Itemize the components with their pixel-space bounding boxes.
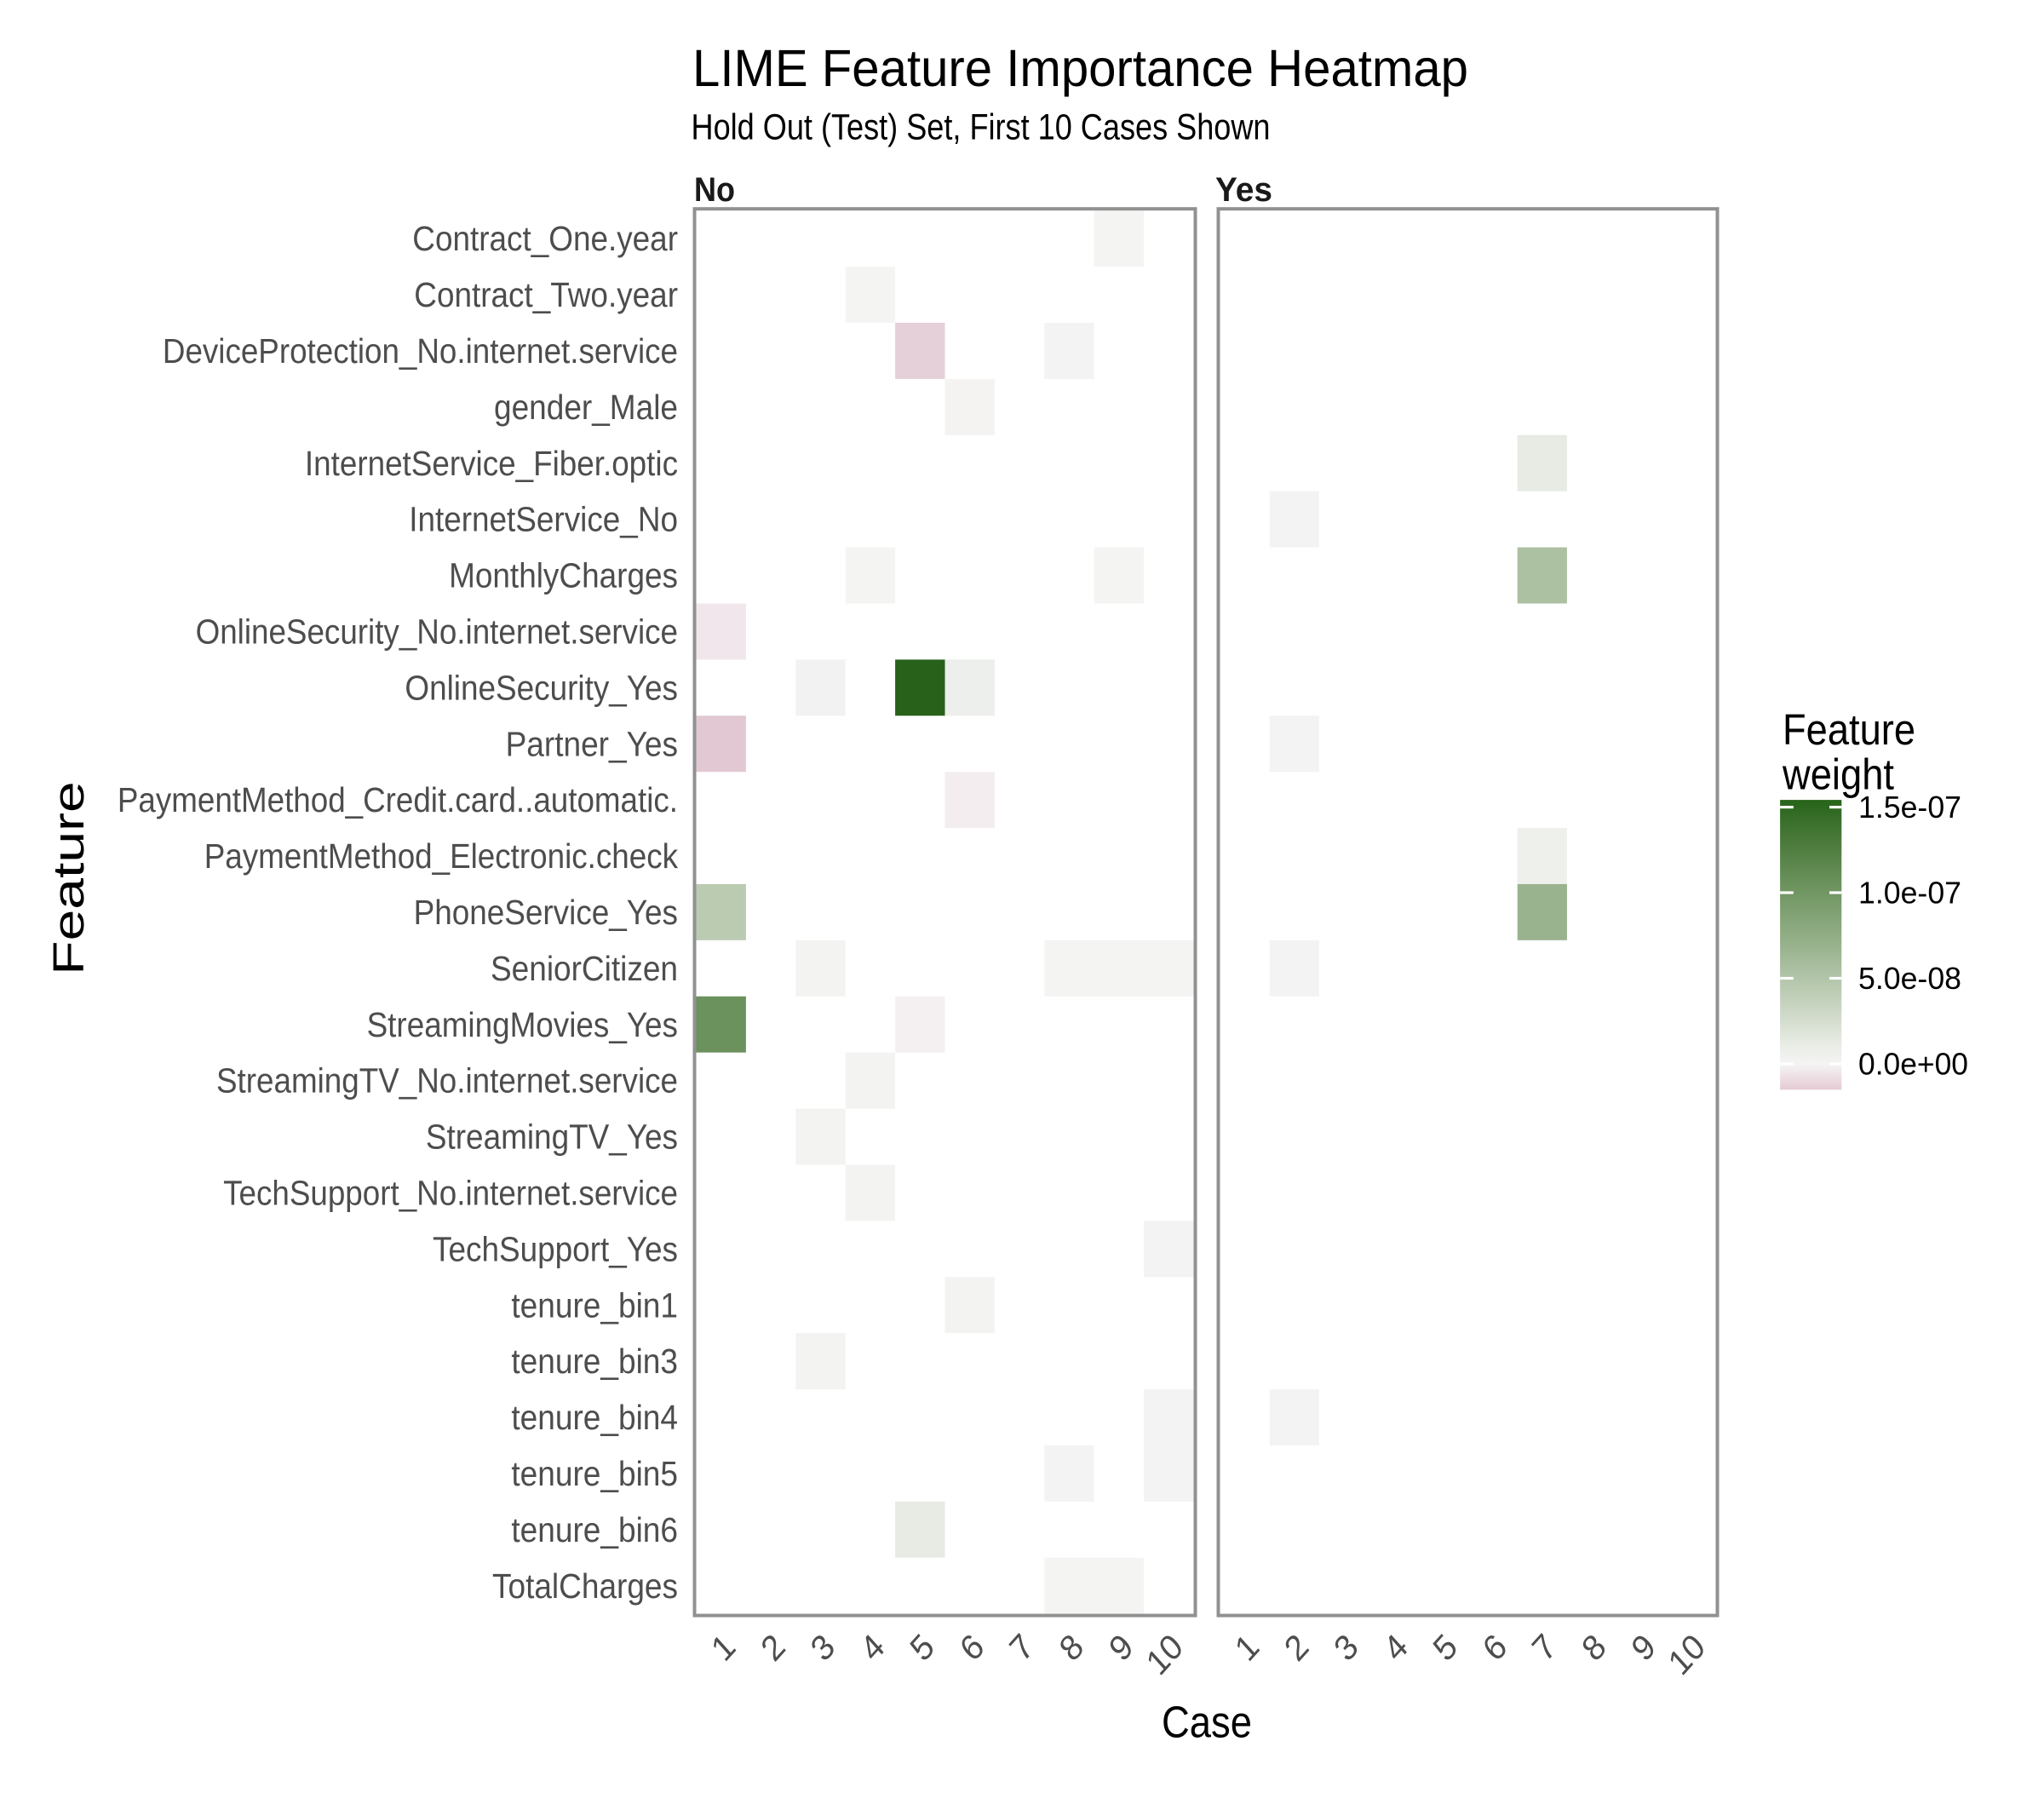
svg-text:MonthlyCharges: MonthlyCharges [449,556,678,595]
svg-text:tenure_bin4: tenure_bin4 [511,1398,678,1437]
svg-text:OnlineSecurity_No.internet.ser: OnlineSecurity_No.internet.service [196,612,678,652]
svg-text:tenure_bin5: tenure_bin5 [511,1454,678,1493]
svg-text:Yes: Yes [1215,170,1272,209]
svg-text:TotalCharges: TotalCharges [492,1566,678,1606]
svg-text:PaymentMethod_Credit.card..aut: PaymentMethod_Credit.card..automatic. [118,780,678,819]
svg-text:Hold Out (Test) Set, First 10: Hold Out (Test) Set, First 10 Cases Show… [692,106,1271,147]
svg-text:InternetService_No: InternetService_No [409,500,678,539]
svg-text:Case: Case [1162,1698,1252,1747]
svg-text:TechSupport_Yes: TechSupport_Yes [433,1229,678,1268]
svg-text:gender_Male: gender_Male [494,388,678,427]
svg-text:TechSupport_No.internet.servic: TechSupport_No.internet.service [223,1174,678,1213]
svg-text:DeviceProtection_No.internet.s: DeviceProtection_No.internet.service [163,331,678,371]
svg-text:tenure_bin3: tenure_bin3 [511,1342,678,1381]
svg-text:Partner_Yes: Partner_Yes [506,724,678,763]
svg-text:LIME Feature Importance Heatma: LIME Feature Importance Heatmap [692,39,1468,97]
svg-text:5.0e-08: 5.0e-08 [1858,961,1961,996]
svg-text:Contract_One.year: Contract_One.year [412,219,678,258]
svg-text:SeniorCitizen: SeniorCitizen [491,949,678,988]
svg-text:Feature: Feature [1783,705,1915,754]
svg-text:0.0e+00: 0.0e+00 [1858,1047,1968,1082]
svg-text:Feature: Feature [44,781,93,974]
svg-text:tenure_bin6: tenure_bin6 [511,1510,678,1549]
svg-text:1.5e-07: 1.5e-07 [1858,790,1961,825]
svg-text:OnlineSecurity_Yes: OnlineSecurity_Yes [405,668,678,707]
svg-text:StreamingTV_Yes: StreamingTV_Yes [426,1118,678,1157]
svg-text:No: No [694,170,735,209]
svg-text:PaymentMethod_Electronic.check: PaymentMethod_Electronic.check [204,836,679,876]
svg-text:weight: weight [1782,750,1894,798]
svg-text:StreamingMovies_Yes: StreamingMovies_Yes [367,1005,678,1044]
svg-text:PhoneService_Yes: PhoneService_Yes [414,893,678,932]
svg-text:StreamingTV_No.internet.servic: StreamingTV_No.internet.service [216,1061,678,1101]
svg-text:Contract_Two.year: Contract_Two.year [414,275,678,314]
svg-text:tenure_bin1: tenure_bin1 [511,1285,678,1325]
svg-text:InternetService_Fiber.optic: InternetService_Fiber.optic [305,444,678,483]
svg-text:1.0e-07: 1.0e-07 [1858,876,1961,911]
